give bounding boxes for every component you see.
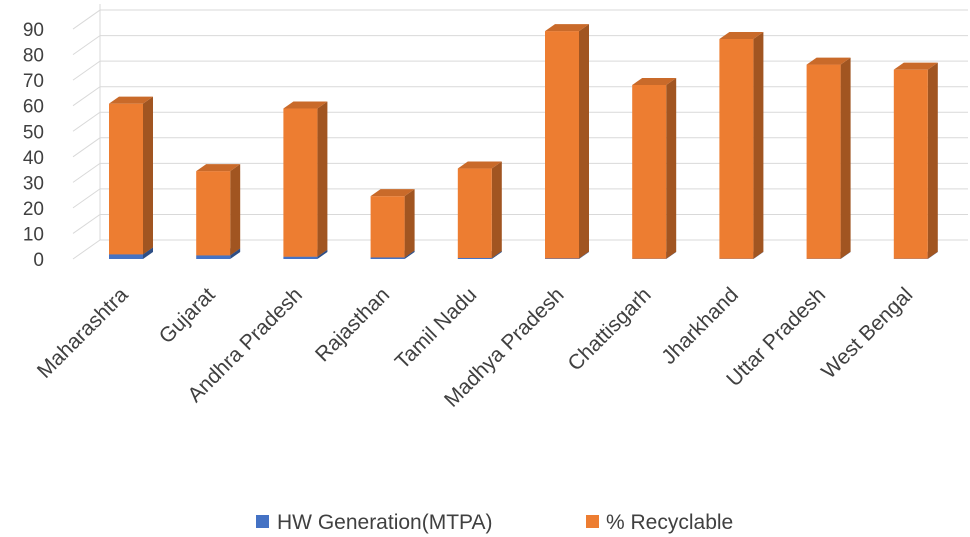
bar-recyclable-side [491,161,502,258]
bar-recyclable-top [109,96,153,104]
x-tick-label: Jharkhand [657,283,743,369]
legend-swatch [586,515,599,528]
bar-recyclable [632,78,677,259]
bar-recyclable-side [927,62,938,259]
x-tick-label: Chattisgarh [564,283,656,375]
bar-recyclable [283,101,328,257]
bar-recyclable [109,96,153,255]
bar-recyclable-side [840,57,851,259]
gridlines [72,4,968,260]
bar-recyclable-top [457,161,502,169]
bar-hw-generation-side [143,247,153,259]
bar-recyclable [719,32,764,259]
bar-recyclable-top [196,164,241,172]
bar-recyclable-front [806,64,841,259]
x-tick-label: Tamil Nadu [391,283,482,374]
bar-hw-generation-side [404,250,415,259]
bar-hw-generation-front [196,255,231,259]
bar-recyclable [196,164,241,256]
legend-item: % Recyclable [586,511,733,534]
bar-recyclable [370,189,415,258]
bar-recyclable-side [404,189,415,258]
y-tick-label: 80 [23,46,44,67]
bar-hw-generation-front [283,256,318,259]
y-tick-label: 50 [23,122,44,143]
bar-recyclable-top [545,24,589,32]
bar-recyclable-side [317,101,328,257]
y-tick-label: 90 [23,20,44,41]
bar-recyclable-front [109,103,143,255]
y-tick-label: 60 [23,97,44,118]
bar-recyclable-side [230,164,241,256]
gridline [72,9,968,30]
bar-recyclable-front [545,31,579,259]
bar-recyclable-side [143,96,153,255]
bar-group [196,164,241,259]
bar-group [719,32,764,259]
bar-recyclable-front [370,196,405,258]
bar-hw-generation-side [753,251,764,259]
bar-recyclable-top [370,189,415,197]
bar-recyclable-front [457,168,492,258]
bar-recyclable-front [196,171,231,256]
bar-hw-generation-side [666,251,677,259]
y-tick-label: 0 [33,250,44,271]
x-tick-label: West Bengal [817,283,917,383]
bar-recyclable-top [893,62,938,70]
bar-recyclable-top [283,101,328,109]
legend-item: HW Generation(MTPA) [256,511,493,534]
bar-group [370,189,415,259]
bar-recyclable-side [666,78,677,259]
bar-recyclable-top [632,78,677,86]
bar-group [109,96,153,259]
y-tick-label: 70 [23,71,44,92]
bar-hw-generation-front [370,257,405,259]
bar-hw-generation-side [927,251,938,259]
x-tick-label: Maharashtra [33,283,133,383]
bars [109,24,938,259]
x-tick-label: Gujarat [155,283,220,348]
bar-recyclable [893,62,938,259]
bar-recyclable [457,161,502,258]
bar-hw-generation-front [457,257,492,259]
bar-hw-generation-side [491,250,502,259]
gridline [72,35,968,56]
bar-hw-generation-front [545,258,579,259]
bar-group [806,57,851,259]
bar-group [457,161,502,259]
legend-swatch [256,515,269,528]
legend: HW Generation(MTPA) % Recyclable [256,511,733,534]
bar-hw-generation-side [317,249,328,259]
y-tick-label: 40 [23,148,44,169]
y-tick-label: 30 [23,173,44,194]
y-axis-ticks: 0 10 20 30 40 50 60 70 80 90 [23,20,44,271]
legend-label: HW Generation(MTPA) [277,511,493,534]
legend-label: % Recyclable [606,511,733,534]
bar-group [545,24,589,259]
bar-recyclable-front [632,85,667,259]
bar-recyclable-front [283,108,318,257]
bar-recyclable-top [719,32,764,40]
y-tick-label: 20 [23,199,44,220]
bar-hw-generation-side [579,251,589,259]
bar-group [893,62,938,259]
x-tick-label: Rajasthan [311,283,394,366]
bar-hw-generation-side [230,248,241,259]
bar-recyclable [545,24,589,259]
bar-group [632,78,677,259]
bar-recyclable-front [893,69,928,259]
bar-recyclable-top [806,57,851,65]
y-tick-label: 10 [23,224,44,245]
bar-hw-generation-front [109,254,143,259]
bar-group [283,101,328,259]
bar-recyclable-side [579,24,589,259]
bar-recyclable [806,57,851,259]
bar-recyclable-side [753,32,764,259]
bar-hw-generation-side [840,251,851,259]
bar-recyclable-front [719,39,754,259]
